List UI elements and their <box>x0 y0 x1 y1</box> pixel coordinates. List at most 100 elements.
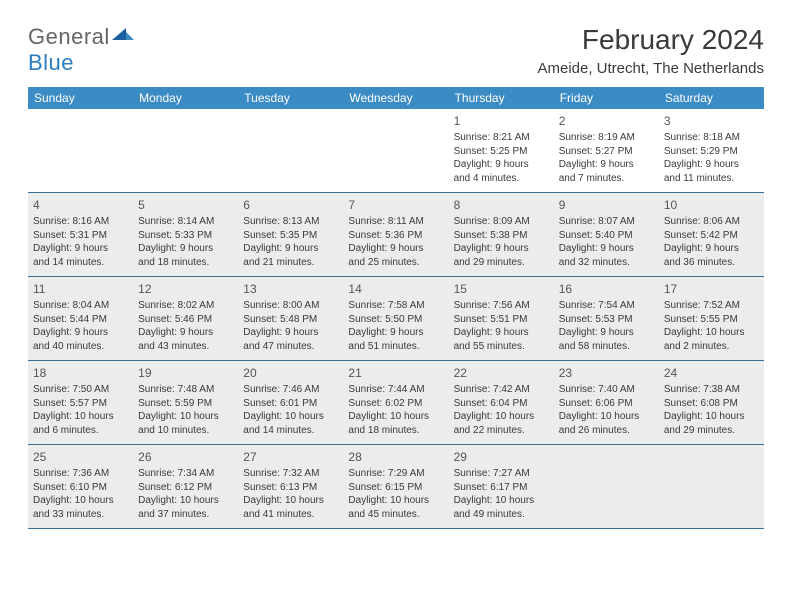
sunset-line: Sunset: 6:02 PM <box>348 397 443 411</box>
day-cell: 6Sunrise: 8:13 AMSunset: 5:35 PMDaylight… <box>238 193 343 276</box>
sunset-line: Sunset: 6:04 PM <box>454 397 549 411</box>
sunrise-line: Sunrise: 8:04 AM <box>33 299 128 313</box>
sunset-line: Sunset: 5:33 PM <box>138 229 233 243</box>
daylight-line-1: Daylight: 9 hours <box>559 326 654 340</box>
sunset-line: Sunset: 6:01 PM <box>243 397 338 411</box>
sunset-line: Sunset: 5:38 PM <box>454 229 549 243</box>
sunrise-line: Sunrise: 7:29 AM <box>348 467 443 481</box>
day-cell: 20 Sunrise: 7:46 AMSunset: 6:01 PMDayligh… <box>238 361 343 444</box>
day-cell: 9Sunrise: 8:07 AMSunset: 5:40 PMDaylight… <box>554 193 659 276</box>
day-cell: 4Sunrise: 8:16 AMSunset: 5:31 PMDaylight… <box>28 193 133 276</box>
day-number: 18 <box>33 365 128 381</box>
daylight-line-1: Daylight: 9 hours <box>138 326 233 340</box>
weekday-header: Sunday <box>28 87 133 109</box>
sunrise-line: Sunrise: 7:56 AM <box>454 299 549 313</box>
day-number: 19 <box>138 365 233 381</box>
day-cell: 10Sunrise: 8:06 AMSunset: 5:42 PMDayligh… <box>659 193 764 276</box>
daylight-line-1: Daylight: 9 hours <box>138 242 233 256</box>
sunset-line: Sunset: 5:40 PM <box>559 229 654 243</box>
sunset-line: Sunset: 5:50 PM <box>348 313 443 327</box>
day-cell: 1Sunrise: 8:21 AMSunset: 5:25 PMDaylight… <box>449 109 554 192</box>
day-cell-empty <box>343 109 448 192</box>
title-block: February 2024 Ameide, Utrecht, The Nethe… <box>537 24 764 77</box>
logo-icon <box>112 24 136 42</box>
daylight-line-2: and 14 minutes. <box>243 424 338 438</box>
sunset-line: Sunset: 6:08 PM <box>664 397 759 411</box>
sunrise-line: Sunrise: 8:19 AM <box>559 131 654 145</box>
daylight-line-1: Daylight: 10 hours <box>348 410 443 424</box>
sunset-line: Sunset: 5:31 PM <box>33 229 128 243</box>
daylight-line-2: and 36 minutes. <box>664 256 759 270</box>
sunset-line: Sunset: 5:57 PM <box>33 397 128 411</box>
daylight-line-1: Daylight: 9 hours <box>454 242 549 256</box>
sunset-line: Sunset: 5:36 PM <box>348 229 443 243</box>
sunset-line: Sunset: 5:53 PM <box>559 313 654 327</box>
day-number: 16 <box>559 281 654 297</box>
daylight-line-2: and 33 minutes. <box>33 508 128 522</box>
day-number: 9 <box>559 197 654 213</box>
day-number: 2 <box>559 113 654 129</box>
daylight-line-1: Daylight: 9 hours <box>454 326 549 340</box>
daylight-line-2: and 25 minutes. <box>348 256 443 270</box>
day-number: 23 <box>559 365 654 381</box>
day-number: 28 <box>348 449 443 465</box>
daylight-line-2: and 18 minutes. <box>138 256 233 270</box>
day-cell-empty <box>659 445 764 528</box>
daylight-line-2: and 58 minutes. <box>559 340 654 354</box>
day-number: 29 <box>454 449 549 465</box>
daylight-line-1: Daylight: 10 hours <box>243 410 338 424</box>
day-cell: 3Sunrise: 8:18 AMSunset: 5:29 PMDaylight… <box>659 109 764 192</box>
sunrise-line: Sunrise: 7:27 AM <box>454 467 549 481</box>
day-number: 10 <box>664 197 759 213</box>
sunset-line: Sunset: 5:27 PM <box>559 145 654 159</box>
day-cell: 13Sunrise: 8:00 AMSunset: 5:48 PMDayligh… <box>238 277 343 360</box>
day-cell: 28Sunrise: 7:29 AMSunset: 6:15 PMDayligh… <box>343 445 448 528</box>
daylight-line-2: and 6 minutes. <box>33 424 128 438</box>
day-cell: 2 Sunrise: 8:19 AMSunset: 5:27 PMDaylight… <box>554 109 659 192</box>
day-number: 12 <box>138 281 233 297</box>
daylight-line-1: Daylight: 9 hours <box>559 158 654 172</box>
sunrise-line: Sunrise: 7:32 AM <box>243 467 338 481</box>
logo-word1: General <box>28 24 110 49</box>
daylight-line-1: Daylight: 9 hours <box>243 242 338 256</box>
week-row: 11Sunrise: 8:04 AMSunset: 5:44 PMDayligh… <box>28 277 764 361</box>
daylight-line-2: and 26 minutes. <box>559 424 654 438</box>
daylight-line-2: and 49 minutes. <box>454 508 549 522</box>
logo: GeneralBlue <box>28 24 136 76</box>
day-number: 27 <box>243 449 338 465</box>
daylight-line-2: and 21 minutes. <box>243 256 338 270</box>
daylight-line-2: and 55 minutes. <box>454 340 549 354</box>
sunset-line: Sunset: 5:55 PM <box>664 313 759 327</box>
day-number: 6 <box>243 197 338 213</box>
sunrise-line: Sunrise: 7:46 AM <box>243 383 338 397</box>
daylight-line-2: and 29 minutes. <box>454 256 549 270</box>
day-number: 25 <box>33 449 128 465</box>
sunset-line: Sunset: 5:59 PM <box>138 397 233 411</box>
daylight-line-1: Daylight: 10 hours <box>664 326 759 340</box>
sunset-line: Sunset: 5:48 PM <box>243 313 338 327</box>
day-cell-empty <box>238 109 343 192</box>
day-cell: 7Sunrise: 8:11 AMSunset: 5:36 PMDaylight… <box>343 193 448 276</box>
daylight-line-1: Daylight: 10 hours <box>559 410 654 424</box>
daylight-line-2: and 40 minutes. <box>33 340 128 354</box>
sunrise-line: Sunrise: 7:58 AM <box>348 299 443 313</box>
sunrise-line: Sunrise: 8:11 AM <box>348 215 443 229</box>
week-row: 1Sunrise: 8:21 AMSunset: 5:25 PMDaylight… <box>28 109 764 193</box>
location-text: Ameide, Utrecht, The Netherlands <box>537 60 764 77</box>
logo-word2: Blue <box>28 50 74 75</box>
month-title: February 2024 <box>537 24 764 56</box>
sunrise-line: Sunrise: 8:02 AM <box>138 299 233 313</box>
daylight-line-1: Daylight: 10 hours <box>138 494 233 508</box>
day-number: 20 <box>243 365 338 381</box>
sunset-line: Sunset: 5:35 PM <box>243 229 338 243</box>
sunrise-line: Sunrise: 7:54 AM <box>559 299 654 313</box>
page-header: GeneralBlue February 2024 Ameide, Utrech… <box>28 24 764 77</box>
daylight-line-1: Daylight: 10 hours <box>33 410 128 424</box>
day-cell: 14Sunrise: 7:58 AMSunset: 5:50 PMDayligh… <box>343 277 448 360</box>
daylight-line-1: Daylight: 9 hours <box>33 242 128 256</box>
day-cell: 23Sunrise: 7:40 AMSunset: 6:06 PMDayligh… <box>554 361 659 444</box>
daylight-line-2: and 4 minutes. <box>454 172 549 186</box>
day-cell: 5Sunrise: 8:14 AMSunset: 5:33 PMDaylight… <box>133 193 238 276</box>
daylight-line-2: and 37 minutes. <box>138 508 233 522</box>
daylight-line-2: and 7 minutes. <box>559 172 654 186</box>
